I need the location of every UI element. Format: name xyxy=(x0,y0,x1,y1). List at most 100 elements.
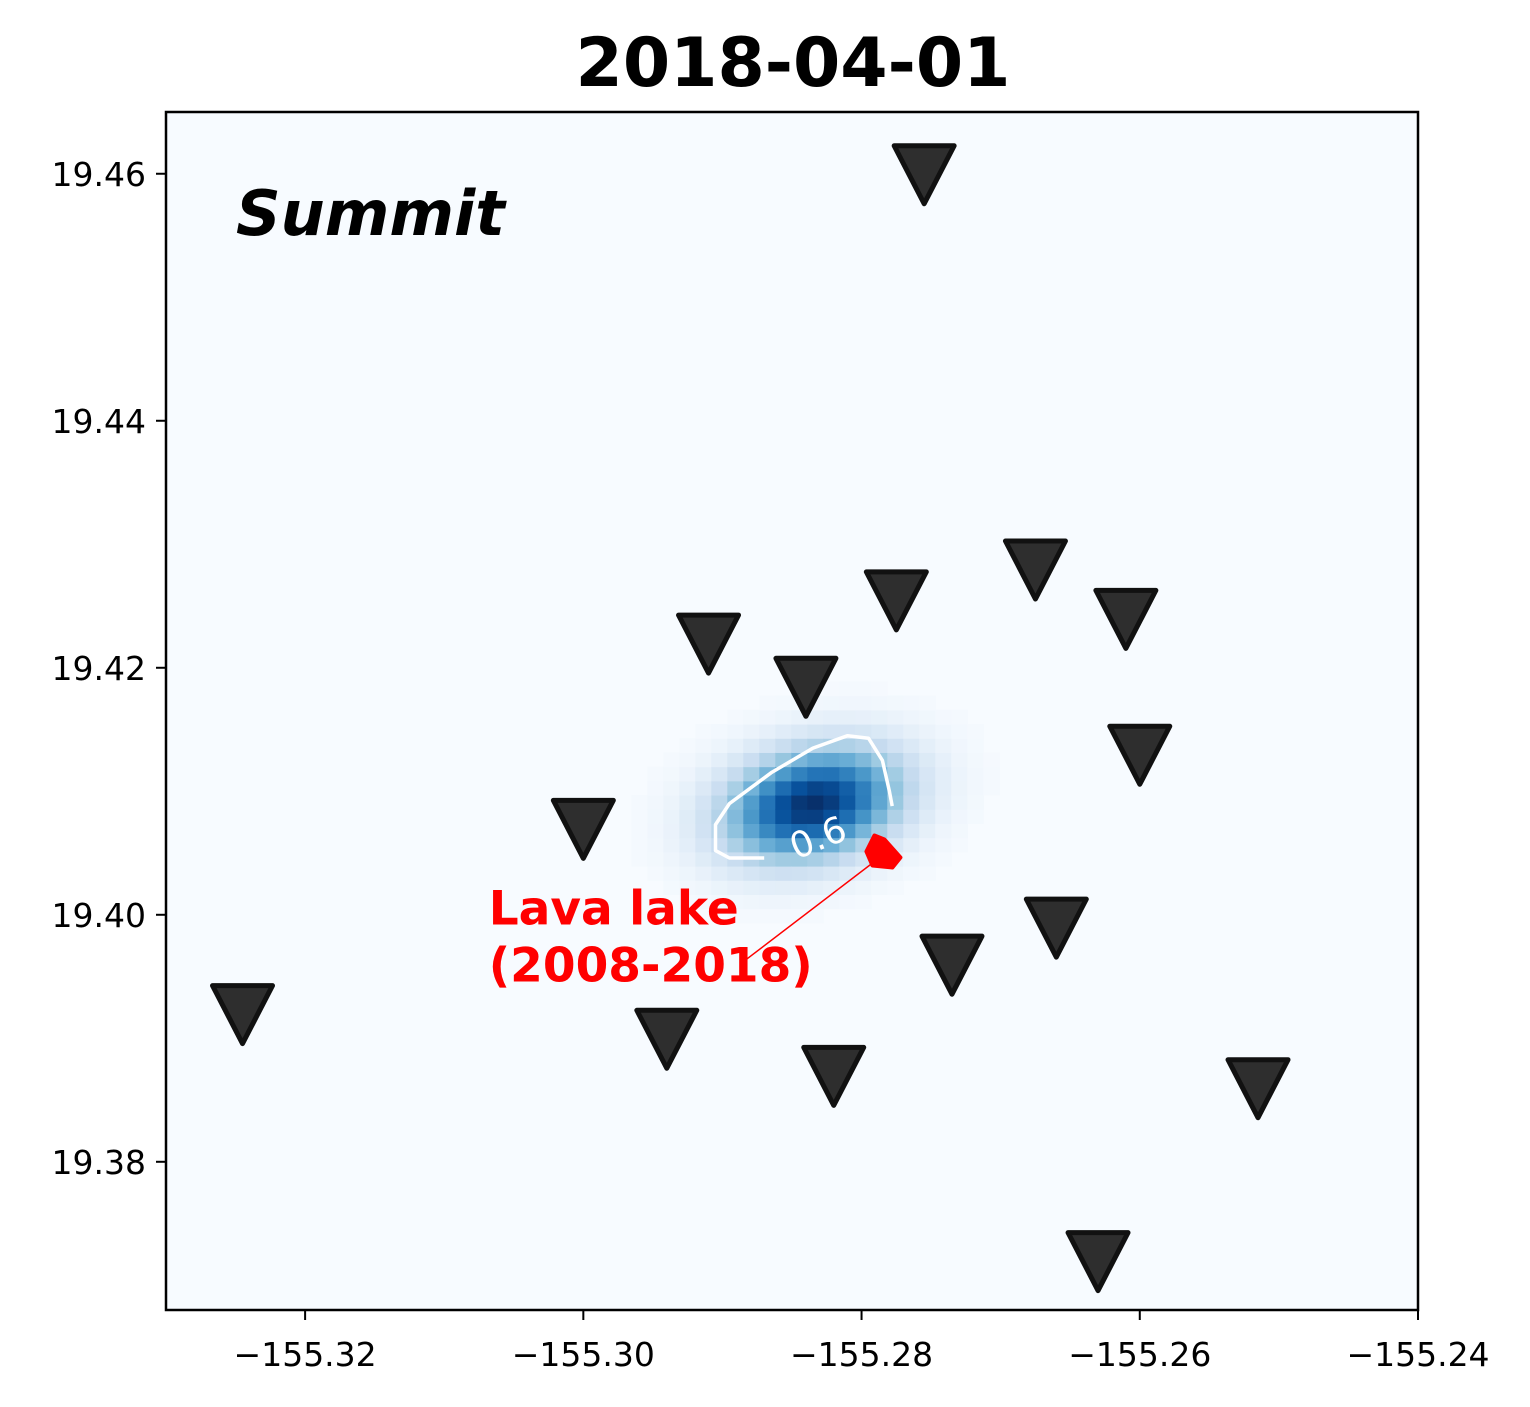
heat-cell xyxy=(903,851,920,867)
heat-cell xyxy=(935,766,952,782)
heat-cell xyxy=(967,723,984,739)
heat-cell xyxy=(647,780,664,796)
heat-cell xyxy=(743,766,760,782)
heat-cell xyxy=(855,738,872,753)
heat-cell xyxy=(887,780,904,796)
station-marker xyxy=(1093,587,1159,651)
heat-cell xyxy=(903,809,920,824)
station-marker xyxy=(919,933,985,997)
station-marker xyxy=(550,797,616,861)
y-tick-label: 19.42 xyxy=(52,649,146,688)
heat-cell xyxy=(759,823,776,839)
heat-cell xyxy=(919,709,936,725)
heat-cell xyxy=(839,837,856,853)
heat-cell xyxy=(791,880,808,895)
heat-cell xyxy=(679,851,696,867)
heat-cell xyxy=(951,766,968,782)
heat-cell xyxy=(663,809,680,824)
heat-cell xyxy=(743,866,760,881)
heat-cell xyxy=(791,809,808,824)
heat-cell xyxy=(919,766,936,782)
heat-cell xyxy=(791,780,808,796)
lava-lake-annotation: Lava lake(2008-2018) xyxy=(489,833,903,994)
heat-cell xyxy=(759,794,776,810)
heat-cell xyxy=(695,837,712,853)
heat-cell xyxy=(871,794,888,810)
heat-cell xyxy=(759,780,776,796)
heat-cell xyxy=(823,695,840,711)
heat-cell xyxy=(695,894,712,910)
heat-cell xyxy=(855,709,872,725)
heat-cell xyxy=(759,695,776,711)
heat-cell xyxy=(823,880,840,895)
heat-cell xyxy=(727,894,744,910)
heat-cell xyxy=(711,794,728,810)
heat-cell xyxy=(807,894,824,910)
heat-cell xyxy=(711,780,728,796)
heat-cell xyxy=(727,908,744,924)
station-marker xyxy=(1002,538,1068,602)
heat-cell xyxy=(663,780,680,796)
heat-cell xyxy=(791,823,808,839)
heat-cell xyxy=(919,809,936,824)
heat-cell xyxy=(759,851,776,867)
x-tick-label: −155.30 xyxy=(512,1335,655,1374)
heat-cell xyxy=(823,894,840,910)
heat-cell xyxy=(839,738,856,753)
station-marker xyxy=(1065,1230,1131,1294)
heat-cell xyxy=(903,780,920,796)
heat-cell xyxy=(791,794,808,810)
x-tick-label: −155.26 xyxy=(1068,1335,1211,1374)
heat-cell xyxy=(935,851,952,867)
heat-cell xyxy=(631,809,648,824)
y-tick-label: 19.40 xyxy=(52,896,146,935)
heat-cell xyxy=(839,752,856,768)
heat-cell xyxy=(791,851,808,867)
heat-cell xyxy=(807,794,824,810)
heat-cell xyxy=(647,823,664,839)
heat-cell xyxy=(807,709,824,725)
heat-cell xyxy=(663,794,680,810)
lava-lake-marker xyxy=(864,833,903,870)
plot-frame xyxy=(164,110,1420,1312)
heat-cell xyxy=(855,780,872,796)
density-heatmap xyxy=(631,681,1000,924)
heat-cell xyxy=(775,738,792,753)
heat-cell xyxy=(775,780,792,796)
heat-cell xyxy=(759,809,776,824)
heat-cell xyxy=(695,780,712,796)
heat-cell xyxy=(951,780,968,796)
heat-cell xyxy=(647,794,664,810)
heat-cell xyxy=(775,851,792,867)
heat-cell xyxy=(647,851,664,867)
heat-cell xyxy=(679,809,696,824)
heat-cell xyxy=(919,780,936,796)
annotation-line-1: Lava lake xyxy=(489,882,739,937)
heat-cell xyxy=(631,851,648,867)
heat-cell xyxy=(727,794,744,810)
heat-cell xyxy=(951,738,968,753)
heat-cell xyxy=(887,752,904,768)
heat-cell xyxy=(919,837,936,853)
heat-cell xyxy=(855,695,872,711)
heat-cell xyxy=(743,837,760,853)
heat-cell xyxy=(663,837,680,853)
heat-cell xyxy=(903,866,920,881)
heat-cell xyxy=(855,880,872,895)
heat-cell xyxy=(695,866,712,881)
heat-cell xyxy=(775,908,792,924)
heat-cell xyxy=(775,823,792,839)
heat-cell xyxy=(743,823,760,839)
heat-cell xyxy=(711,738,728,753)
heat-cell xyxy=(871,880,888,895)
heat-cell xyxy=(855,809,872,824)
heat-cell xyxy=(791,723,808,739)
heat-cell xyxy=(631,794,648,810)
heat-cell xyxy=(935,809,952,824)
heat-cell xyxy=(919,695,936,711)
heat-cell xyxy=(679,780,696,796)
panel-label: Summit xyxy=(236,177,507,250)
heat-cell xyxy=(855,894,872,910)
heat-cell xyxy=(775,894,792,910)
heat-cell xyxy=(871,695,888,711)
